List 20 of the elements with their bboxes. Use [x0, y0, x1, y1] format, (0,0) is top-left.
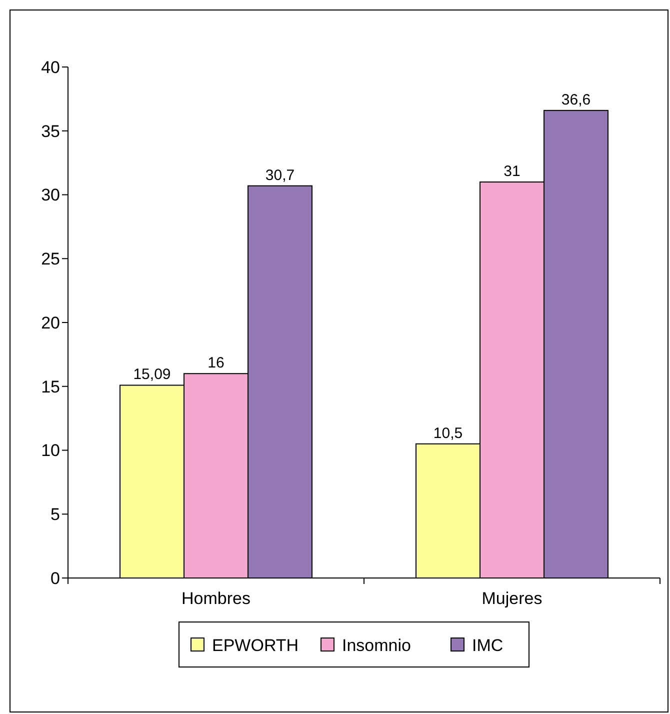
legend-label: Insomnio — [342, 636, 411, 655]
x-tick-label: Mujeres — [482, 589, 542, 608]
y-tick-label: 5 — [50, 505, 60, 524]
legend-label: IMC — [472, 636, 504, 655]
x-tick-label: Hombres — [182, 589, 250, 608]
y-tick-label: 35 — [41, 122, 60, 141]
data-label: 30,7 — [265, 166, 295, 184]
y-tick-label: 15 — [41, 377, 60, 396]
y-tick-label: 20 — [41, 313, 60, 332]
y-tick-label: 0 — [50, 568, 60, 588]
y-tick-label: 25 — [41, 250, 60, 269]
y-tick-label: 40 — [41, 58, 60, 77]
data-label: 31 — [504, 162, 520, 180]
data-label: 10,5 — [433, 424, 463, 442]
y-tick-label: 10 — [41, 441, 60, 460]
data-label: 15,09 — [133, 366, 171, 384]
legend-label: EPWORTH — [212, 636, 299, 655]
data-label: 16 — [208, 354, 224, 372]
data-label: 36,6 — [561, 91, 591, 108]
y-tick-label: 30 — [41, 186, 60, 205]
